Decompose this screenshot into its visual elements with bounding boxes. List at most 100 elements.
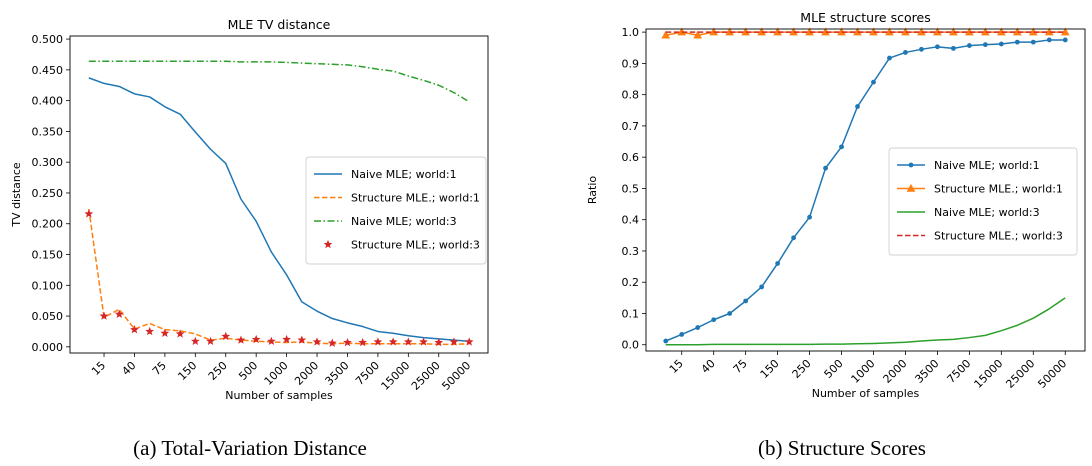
plot-frame	[69, 35, 489, 354]
y-tick-label: 0.0	[622, 339, 640, 352]
legend-entry: Structure MLE.; world:3	[323, 239, 480, 252]
data-point	[839, 144, 844, 150]
legend-label: Structure MLE.; world:1	[351, 192, 480, 205]
legend-entry: Structure MLE.; world:1	[314, 192, 480, 205]
data-point	[160, 328, 170, 338]
data-point	[175, 329, 185, 338]
y-tick-label: 0.8	[622, 89, 640, 102]
chart-title: MLE TV distance	[228, 17, 331, 32]
x-tick-label: 15000	[972, 357, 1006, 391]
y-tick-label: 0.1	[622, 307, 640, 320]
y-tick-label: 0.6	[622, 151, 640, 164]
x-tick-label: 50000	[439, 359, 473, 393]
y-tick-label: 0.3	[622, 245, 640, 258]
legend-label: Naive MLE; world:1	[934, 159, 1040, 172]
data-point	[403, 337, 413, 346]
data-point	[251, 334, 261, 344]
data-point	[99, 311, 109, 320]
legend-marker	[323, 239, 333, 249]
data-point	[869, 27, 878, 36]
y-tick-label: 0.5	[622, 182, 640, 195]
legend-entry: Structure MLE.; world:3	[897, 230, 1063, 243]
data-point	[1062, 37, 1068, 43]
y-tick-label: 0.150	[32, 249, 64, 262]
data-point	[935, 44, 940, 50]
x-axis-label: Number of samples	[812, 387, 920, 400]
y-tick-label: 0.7	[622, 120, 640, 133]
y-tick-label: 0.4	[622, 214, 640, 227]
data-point	[757, 27, 767, 36]
data-point	[1044, 27, 1054, 36]
legend-marker	[906, 183, 916, 192]
data-point	[419, 337, 428, 346]
legend-label: Structure MLE.; world:3	[351, 239, 480, 252]
data-point	[1060, 27, 1070, 36]
data-point	[949, 27, 958, 36]
plot-frame	[645, 28, 1086, 352]
data-point	[449, 337, 459, 346]
legend-box	[305, 156, 487, 265]
data-point	[966, 43, 972, 48]
series-line	[88, 208, 470, 346]
x-tick-label: 150	[175, 359, 199, 383]
x-tick-label: 2000	[292, 359, 321, 388]
series-line	[665, 39, 1066, 342]
data-point	[789, 27, 798, 36]
x-tick-label: 3500	[323, 359, 352, 388]
series-line	[88, 77, 470, 343]
y-axis-label: TV distance	[10, 162, 23, 228]
legend-box	[888, 147, 1078, 256]
data-point	[206, 336, 215, 346]
data-point	[84, 209, 94, 218]
x-tick-label: 500	[822, 357, 846, 381]
data-point	[741, 27, 751, 36]
data-point	[998, 41, 1004, 47]
x-tick-label: 15	[89, 359, 108, 378]
x-tick-label: 15000	[379, 359, 413, 393]
x-tick-label: 2000	[881, 357, 910, 386]
y-tick-label: 0.500	[32, 33, 64, 46]
x-tick-label: 3500	[913, 357, 942, 386]
data-point	[1014, 39, 1020, 45]
data-point	[727, 311, 733, 316]
legend: Naive MLE; world:1 Structure MLE.; world:…	[305, 156, 487, 265]
data-point	[917, 27, 926, 36]
legend-marker	[908, 162, 914, 168]
y-tick-label: 0.050	[32, 310, 64, 323]
x-axis-ticks: 15 40 75 150 250 500 1000 2000 3500 7500150002500…	[667, 351, 1069, 391]
data-point	[903, 50, 908, 55]
legend: Naive MLE; world:1 Structure MLE.; world:…	[888, 147, 1078, 256]
legend-label: Naive MLE; world:1	[351, 168, 457, 181]
y-tick-label: 1.0	[622, 26, 640, 39]
data-point	[297, 335, 307, 344]
x-tick-label: 15	[667, 357, 686, 376]
data-point	[980, 27, 990, 36]
data-point	[663, 338, 669, 344]
data-point	[464, 337, 474, 346]
x-tick-label: 25000	[409, 359, 443, 393]
data-point	[775, 261, 781, 266]
data-point	[312, 337, 322, 346]
data-point	[964, 27, 974, 36]
data-point	[236, 335, 246, 344]
y-axis-ticks: 0.0 0.1 0.2 0.3 0.4 0.5 0.6 0.7 0.8 0.9 1.0	[622, 26, 646, 352]
data-point	[434, 337, 444, 347]
data-point	[982, 42, 988, 48]
data-point	[677, 27, 687, 36]
y-axis-ticks: 0.000 0.050 0.100 0.150 0.200 0.250 0.300 0.350…	[32, 33, 70, 354]
data-point	[267, 336, 276, 346]
x-tick-label: 40	[699, 357, 718, 376]
data-point	[950, 45, 956, 51]
y-tick-label: 0.450	[32, 64, 64, 77]
data-point	[933, 27, 942, 36]
data-point	[853, 27, 862, 36]
y-tick-label: 0.2	[622, 276, 640, 289]
data-point	[1046, 37, 1052, 43]
x-tick-label: 75	[731, 357, 750, 376]
data-point	[823, 165, 828, 171]
y-axis-label: Ratio	[586, 176, 599, 205]
x-axis-ticks: 15 40 75 150 250 500 1000 2000 3500 7500150002500…	[89, 353, 473, 393]
data-point	[282, 334, 291, 344]
chart-structure-scores: MLE structure scores0.00.10.20.30.40.50.…	[586, 10, 1086, 400]
